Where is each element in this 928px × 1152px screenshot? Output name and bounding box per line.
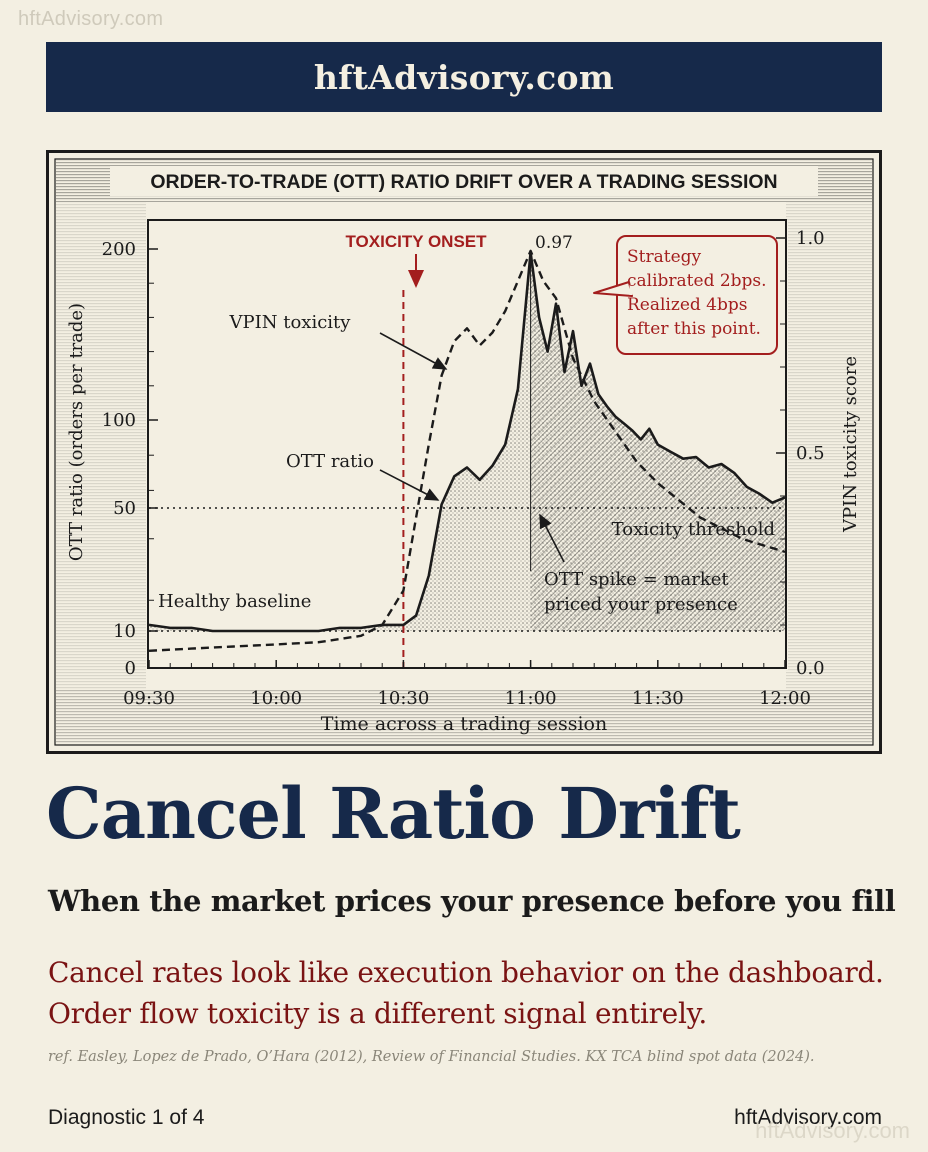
left-band xyxy=(56,202,146,690)
frame-outer xyxy=(46,150,882,754)
site-banner: hftAdvisory.com xyxy=(46,42,882,112)
ott-label-arrow xyxy=(379,469,440,501)
y2-tick-label: 1.0 xyxy=(796,228,825,249)
callout-line4: after this point. xyxy=(627,319,761,339)
x-tick-label: 10:30 xyxy=(377,688,429,709)
bottom-band xyxy=(56,690,872,744)
y-tick-label: 100 xyxy=(102,410,136,431)
callout-line1: Strategy xyxy=(627,247,702,267)
footer-diagnostic-count: Diagnostic 1 of 4 xyxy=(48,1106,205,1129)
peak-label: 0.97 xyxy=(535,233,573,253)
spike-arrow xyxy=(539,513,565,563)
x-tick-label: 11:30 xyxy=(632,688,684,709)
y-tick-label: 10 xyxy=(113,621,136,642)
x-tick-label: 11:00 xyxy=(505,688,557,709)
y-axis-title: OTT ratio (orders per trade) xyxy=(66,303,87,561)
ott-chart: ORDER-TO-TRADE (OTT) RATIO DRIFT OVER A … xyxy=(46,150,882,754)
ott-ratio-line xyxy=(148,251,786,633)
x-axis-title: Time across a trading session xyxy=(321,713,607,735)
watermark-top: hftAdvisory.com xyxy=(18,8,164,30)
y2-tick-label: 0.5 xyxy=(796,443,825,464)
chart-panel: ORDER-TO-TRADE (OTT) RATIO DRIFT OVER A … xyxy=(46,150,882,754)
frame-inner xyxy=(54,158,874,746)
y-tick-label: 50 xyxy=(113,498,136,519)
baseline-label: Healthy baseline xyxy=(158,591,311,612)
callout-line2: calibrated 2bps. xyxy=(627,271,767,291)
y-tick-label: 200 xyxy=(102,239,136,260)
ott-peak-hatch xyxy=(530,252,785,631)
subheadline: When the market prices your presence bef… xyxy=(48,884,896,918)
spike-label-line1: OTT spike = market xyxy=(544,569,729,590)
callout-line3: Realized 4bps xyxy=(627,295,747,315)
banner-title: hftAdvisory.com xyxy=(313,57,615,97)
insight-note: Cancel rates look like execution behavio… xyxy=(48,952,908,1034)
headline: Cancel Ratio Drift xyxy=(46,772,741,855)
watermark-bottom: hftAdvisory.com xyxy=(755,1118,910,1143)
title-bg xyxy=(110,166,818,196)
spike-label-line2: priced your presence xyxy=(544,594,738,615)
threshold-label: Toxicity threshold xyxy=(612,519,775,540)
insight-line-1: Cancel rates look like execution behavio… xyxy=(48,956,884,989)
chart-title: ORDER-TO-TRADE (OTT) RATIO DRIFT OVER A … xyxy=(150,171,777,193)
strategy-callout: Strategy calibrated 2bps. Realized 4bps … xyxy=(593,235,778,355)
toxicity-onset-label: TOXICITY ONSET xyxy=(345,232,487,251)
vpin-toxicity-line xyxy=(148,249,786,652)
footer-site: hftAdvisory.com xyxy=(734,1106,882,1129)
y-tick-label: 0 xyxy=(125,658,136,679)
x-tick-label: 10:00 xyxy=(250,688,302,709)
ott-label: OTT ratio xyxy=(286,451,374,472)
reference-citation: ref. Easley, Lopez de Prado, O’Hara (201… xyxy=(48,1049,815,1065)
y2-tick-label: 0.0 xyxy=(796,658,825,679)
vpin-label: VPIN toxicity xyxy=(229,312,352,333)
x-tick-label: 12:00 xyxy=(759,688,811,709)
x-tick-label: 09:30 xyxy=(123,688,175,709)
vpin-label-arrow xyxy=(379,332,448,370)
insight-line-2: Order flow toxicity is a different signa… xyxy=(48,997,708,1030)
y2-axis-title: VPIN toxicity score xyxy=(840,356,861,533)
right-band xyxy=(786,202,872,690)
